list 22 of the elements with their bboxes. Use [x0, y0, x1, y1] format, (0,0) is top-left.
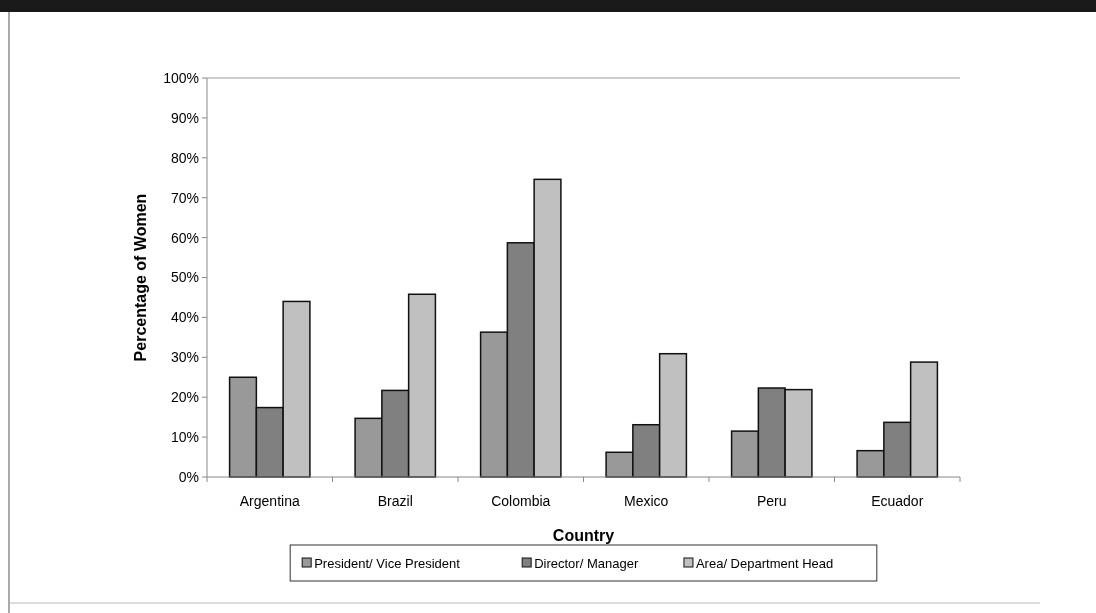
x-tick-label: Ecuador [871, 493, 924, 509]
y-tick-label: 50% [170, 269, 199, 286]
legend-label: President/ Vice President [314, 555, 461, 571]
x-tick-label: Colombia [491, 493, 551, 509]
y-tick-label: 70% [170, 189, 199, 206]
y-tick-label: 10% [170, 429, 199, 445]
y-tick-label: 100% [163, 69, 199, 86]
legend-label: Area/ Department Head [695, 555, 834, 571]
x-tick-label: Peru [756, 493, 787, 509]
y-tick-label: 90% [170, 109, 199, 126]
y-tick-label: 20% [170, 389, 199, 406]
y-tick-label: 30% [170, 349, 199, 366]
y-tick-label: 40% [170, 309, 199, 326]
x-axis-title: Country [552, 527, 615, 544]
x-tick-label: Mexico [624, 493, 669, 509]
legend-label: Director/ Manager [534, 555, 639, 571]
x-tick-label: Argentina [239, 493, 300, 509]
x-tick-label: Brazil [377, 493, 413, 509]
y-axis-title: Percentage of Women [132, 193, 149, 362]
y-tick-label: 0% [178, 468, 199, 485]
y-tick-label: 80% [170, 149, 199, 166]
y-tick-label: 60% [170, 229, 199, 246]
